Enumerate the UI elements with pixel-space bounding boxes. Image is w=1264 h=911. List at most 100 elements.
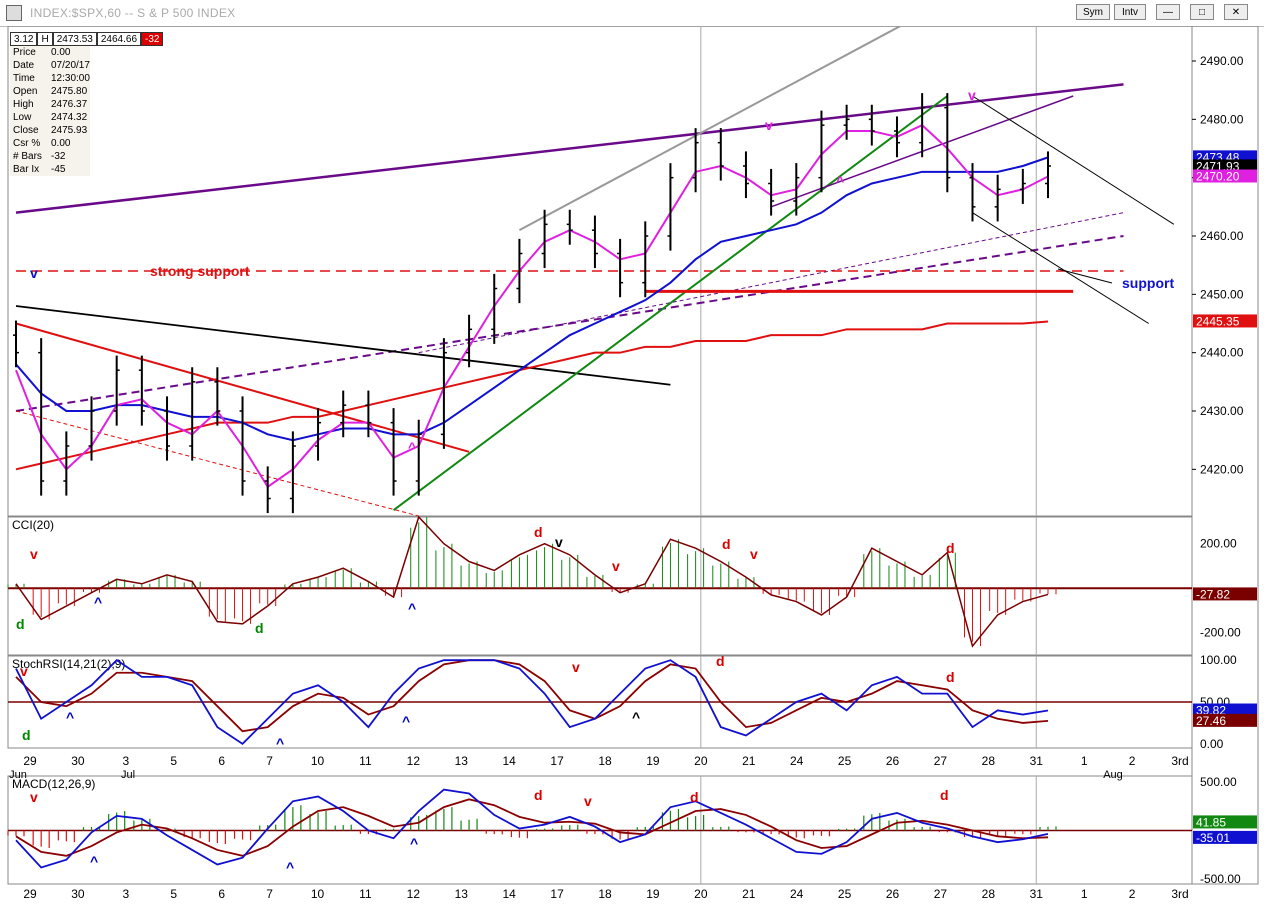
panel-frame [7,516,1193,656]
signal-marker: ^ [94,594,102,610]
annotation-pointer [1057,268,1113,284]
info-row: High 2476.37 [10,98,90,111]
y-tick-label: 2450.00 [1200,287,1244,301]
signal-marker: ^ [66,709,74,725]
minimize-icon[interactable]: — [1156,4,1180,20]
sym-button[interactable]: Sym [1076,4,1110,20]
header-value: -32 [141,32,164,46]
signal-marker: ^ [408,600,416,616]
channel-line-thin [418,212,1124,354]
cci-line [15,515,1049,648]
price-axis-tag-label: 2445.35 [1196,314,1240,328]
signal-marker: ^ [90,853,98,869]
info-label: High [13,99,34,110]
x-tick-label: 12 [407,754,421,768]
signal-marker: v [30,789,38,805]
x-tick-label: 3 [122,887,129,901]
x-tick-label: 24 [790,887,804,901]
x-tick-label: 20 [694,754,708,768]
macd-axis-tag-label: 41.85 [1196,815,1226,829]
x-tick-label: 13 [455,754,469,768]
signal-marker: v [612,558,620,574]
signal-marker: ^ [410,835,418,851]
info-row: Time 12:30:00 [10,72,90,85]
x-tick-label: 11 [359,754,372,768]
x-tick-label: 18 [598,887,612,901]
signal-marker: d [946,669,955,685]
stochrsi-axis-tag [1193,703,1257,717]
x-tick-label: 5 [170,754,177,768]
x-tick-label: 14 [502,887,516,901]
signal-marker: ^ [408,439,416,455]
signal-marker: d [940,787,949,803]
signal-marker: d [534,787,543,803]
signal-marker: d [16,616,25,632]
y-tick-label: 2420.00 [1200,462,1244,476]
info-value: -45 [51,164,66,175]
x-tick-label: 3 [122,754,129,768]
info-value: 2474.32 [51,112,88,123]
channel-line-gray [518,26,903,232]
cci-axis-tag [1193,587,1257,601]
intv-button[interactable]: Intv [1114,4,1146,20]
info-value: 2475.93 [51,125,88,136]
info-row: Close 2475.93 [10,124,90,137]
macd-line [15,788,1049,869]
signal-marker: v [572,659,580,675]
chart-annotation: support [1122,275,1174,291]
signal-marker: d [946,540,955,556]
x-tick-label: 10 [311,887,325,901]
x-tick-label: 7 [266,754,273,768]
x-tick-label: 7 [266,887,273,901]
data-window: Price 0.00 Date 07/20/17 Time 12:30:00 Open 247… [10,46,90,176]
chart-annotation: strong support [150,263,250,279]
y-tick-label: 2460.00 [1200,229,1244,243]
x-tick-label: 1 [1081,887,1088,901]
x-tick-label: 6 [218,887,225,901]
price-axis-frame [1191,26,1259,885]
stochrsi-signal-line [15,659,1049,733]
x-tick-label: 3rd [1171,887,1188,901]
signal-marker: ^ [836,173,844,189]
signal-marker: v [555,534,563,550]
ma-fast-line [15,123,1049,489]
header-value: H [37,32,53,46]
info-label: Close [13,125,39,136]
x-tick-label: 25 [838,887,852,901]
info-label: # Bars [13,151,42,162]
x-tick-label: 3rd [1171,754,1188,768]
x-tick-label: 27 [934,887,948,901]
y-tick-label: 0.00 [1200,737,1224,751]
price-axis-tag-label: 2470.20 [1196,170,1240,184]
info-row: # Bars -32 [10,150,90,163]
info-row: Open 2475.80 [10,85,90,98]
y-tick-label: -500.00 [1200,872,1241,886]
info-value: 0.00 [51,138,71,149]
x-tick-label: 17 [550,754,564,768]
ma-mid-line [15,156,1049,442]
macd-axis-tag [1193,830,1257,844]
resistance-line-black [15,305,671,386]
window-titlebar: INDEX:$SPX,60 -- S & P 500 INDEX Sym Int… [0,0,1264,27]
signal-marker: v [30,546,38,562]
window-title: INDEX:$SPX,60 -- S & P 500 INDEX [30,6,236,20]
cci-axis-tag-label: -27.82 [1196,587,1230,601]
x-tick-label: 19 [646,754,660,768]
x-tick-label: 18 [598,754,612,768]
x-tick-label: 28 [982,754,996,768]
x-tick-label: 31 [1030,754,1044,768]
x-tick-label: 21 [742,887,756,901]
close-icon[interactable]: ✕ [1224,4,1248,20]
signal-marker: v [20,663,28,679]
uptrend-line-green [392,95,948,511]
x-tick-label: 26 [886,887,900,901]
maximize-icon[interactable]: □ [1190,4,1214,20]
signal-marker: d [722,536,731,552]
channel-line-upper [15,83,1124,214]
x-tick-label: 19 [646,887,660,901]
month-label: Jun [9,769,27,781]
signal-marker: ^ [632,709,640,725]
x-tick-label: 14 [502,754,516,768]
info-row: Csr % 0.00 [10,137,90,150]
chart-canvas: 29 30 3 5 6 7 10 11 12 13 14 17 18 19 20 21 24 25 26 27 28 31… [7,26,1259,901]
